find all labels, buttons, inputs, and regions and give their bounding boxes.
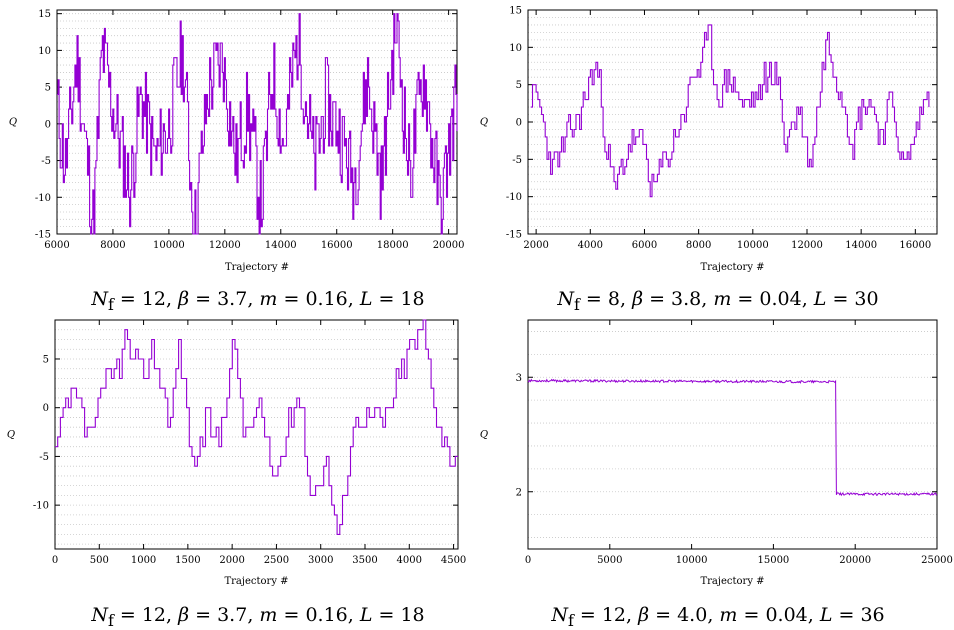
caption-beta: 3.7 (217, 604, 248, 626)
x-tick-label: 6000 (44, 240, 69, 251)
x-tick-label: 8000 (100, 240, 125, 251)
x-tick-label: 20000 (433, 240, 465, 251)
y-tick-label: 0 (45, 119, 51, 130)
x-axis-label: Trajectory # (700, 262, 764, 273)
y-tick-label: 2 (516, 487, 522, 498)
x-tick-label: 4000 (397, 555, 422, 566)
x-tick-label: 16000 (321, 240, 353, 251)
x-tick-label: 25000 (921, 555, 953, 566)
panel-bottom-right: 0 5000 10000 15000 20000 25000 2 3 Trajectory # Q (480, 319, 953, 587)
x-tick-label: 20000 (839, 555, 871, 566)
x-tick-label: 500 (90, 555, 109, 566)
y-tick-label: 0 (43, 403, 49, 414)
y-tick-label: -10 (506, 192, 522, 203)
caption-bottom-right: Nf = 12, β = 4.0, m = 0.04, L = 36 (551, 604, 885, 630)
x-tick-label: 5000 (597, 555, 622, 566)
caption-m: 0.04 (765, 604, 808, 626)
x-tick-label: 16000 (899, 240, 931, 251)
caption-l: 18 (400, 288, 425, 310)
series-line (530, 24, 930, 198)
y-tick-label: 0 (516, 118, 522, 129)
y-tick-label: -5 (512, 155, 522, 166)
panel-top-left: 6000 8000 10000 12000 14000 16000 18000 20000 -1… (9, 9, 465, 273)
x-tick-label: 10000 (676, 555, 708, 566)
x-tick-label: 0 (525, 555, 531, 566)
x-tick-label: 4000 (578, 240, 603, 251)
series-line (57, 13, 458, 235)
x-tick-label: 2500 (264, 555, 289, 566)
y-tick-label: 3 (516, 373, 522, 384)
x-tick-label: 10000 (153, 240, 185, 251)
x-tick-label: 8000 (686, 240, 711, 251)
x-tick-label: 3500 (352, 555, 377, 566)
x-axis-label: Trajectory # (700, 576, 764, 587)
x-tick-label: 2000 (523, 240, 548, 251)
y-tick-label: 5 (516, 80, 522, 91)
y-axis-label: Q (9, 117, 17, 128)
caption-top-left: Nf = 12, β = 3.7, m = 0.16, L = 18 (91, 288, 425, 314)
panel-bottom-left: 0 500 1000 1500 2000 2500 3000 3500 4000 4500 -10 -… (7, 319, 466, 587)
plot-frame (527, 319, 938, 550)
caption-top-right: Nf = 8, β = 3.8, m = 0.04, L = 30 (557, 288, 879, 314)
y-axis-label: Q (480, 117, 488, 128)
y-tick-label: -15 (35, 230, 51, 241)
x-axis-label: Trajectory # (225, 262, 289, 273)
y-tick-label: 10 (509, 43, 522, 54)
x-tick-label: 6000 (632, 240, 657, 251)
y-tick-label: 10 (38, 46, 51, 57)
y-axis-label: Q (7, 430, 15, 441)
caption-nf: 12 (601, 604, 627, 626)
x-tick-label: 10000 (737, 240, 769, 251)
caption-beta: 3.7 (217, 288, 248, 310)
plot-frame (54, 319, 459, 550)
caption-bottom-left: Nf = 12, β = 3.7, m = 0.16, L = 18 (91, 604, 425, 630)
caption-l: 18 (400, 604, 425, 626)
y-tick-label: 5 (43, 354, 49, 365)
x-axis-label: Trajectory # (224, 576, 288, 587)
panel-top-right: 2000 4000 6000 8000 10000 12000 14000 16000 -15 -… (480, 6, 938, 273)
y-tick-label: -5 (39, 452, 49, 463)
caption-nf: 12 (141, 288, 167, 310)
x-tick-label: 14000 (845, 240, 877, 251)
y-tick-label: -15 (506, 230, 522, 241)
y-tick-label: 5 (45, 83, 51, 94)
x-tick-label: 12000 (209, 240, 241, 251)
series-line (527, 378, 938, 497)
x-tick-label: 15000 (757, 555, 789, 566)
caption-nf: 8 (607, 288, 620, 310)
y-axis-label: Q (480, 430, 488, 441)
series-line (55, 319, 458, 535)
x-tick-label: 2000 (219, 555, 244, 566)
caption-m: 0.16 (305, 604, 348, 626)
x-tick-label: 18000 (377, 240, 409, 251)
caption-beta: 4.0 (677, 604, 708, 626)
x-tick-label: 3000 (308, 555, 333, 566)
x-tick-label: 14000 (265, 240, 297, 251)
x-tick-label: 12000 (791, 240, 823, 251)
x-tick-label: 0 (52, 555, 58, 566)
caption-m: 0.04 (759, 288, 802, 310)
caption-l: 36 (860, 604, 885, 626)
y-tick-label: -5 (41, 156, 51, 167)
y-tick-label: -10 (33, 501, 49, 512)
y-tick-label: -10 (35, 193, 51, 204)
y-tick-label: 15 (509, 6, 522, 17)
caption-nf: 12 (141, 604, 167, 626)
x-tick-label: 4500 (441, 555, 466, 566)
y-tick-label: 15 (38, 9, 51, 20)
caption-beta: 3.8 (671, 288, 702, 310)
x-tick-label: 1500 (175, 555, 200, 566)
caption-l: 30 (854, 288, 879, 310)
x-tick-label: 1000 (131, 555, 156, 566)
caption-m: 0.16 (305, 288, 348, 310)
